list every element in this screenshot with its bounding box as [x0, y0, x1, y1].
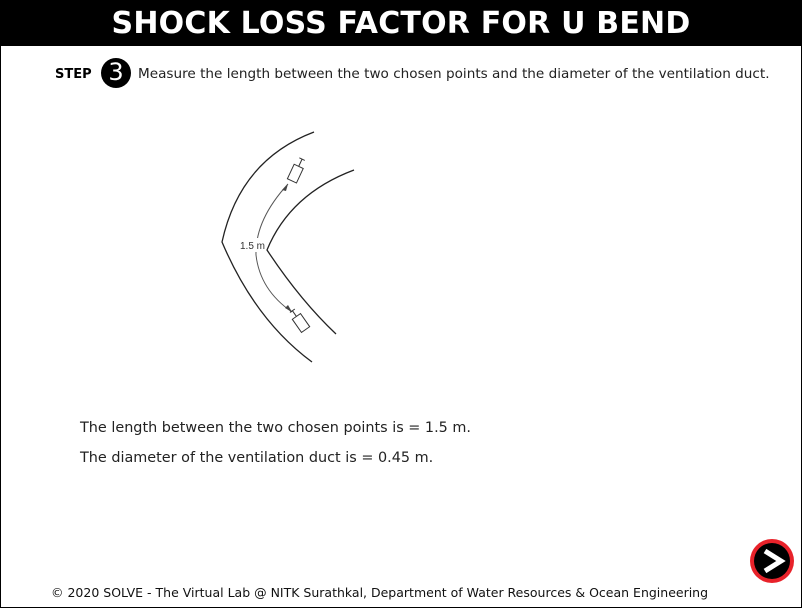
top-marker-icon [286, 157, 306, 184]
measurement-curve [255, 183, 293, 313]
page-title: SHOCK LOSS FACTOR FOR U BEND [0, 0, 802, 46]
next-arrow-icon [763, 548, 786, 574]
next-button[interactable] [750, 539, 794, 583]
u-bend-duct-diagram: 1.5 m [221, 131, 355, 363]
duct-outer-wall [221, 131, 315, 363]
diameter-result-text: The diameter of the ventilation duct is … [80, 450, 434, 466]
next-button-inner [754, 543, 790, 579]
length-result-text: The length between the two chosen points… [80, 420, 471, 436]
step-label: STEP [55, 67, 92, 82]
measurement-arrowhead-bottom [285, 305, 292, 312]
distance-label: 1.5 m [240, 241, 265, 252]
duct-inner-wall [266, 169, 355, 335]
step-instruction: Measure the length between the two chose… [138, 66, 770, 82]
bottom-marker-icon [289, 308, 311, 334]
measurement-arrowhead-top [282, 184, 288, 191]
step-number-badge: 3 [101, 58, 131, 88]
footer-copyright: © 2020 SOLVE - The Virtual Lab @ NITK Su… [51, 585, 709, 600]
